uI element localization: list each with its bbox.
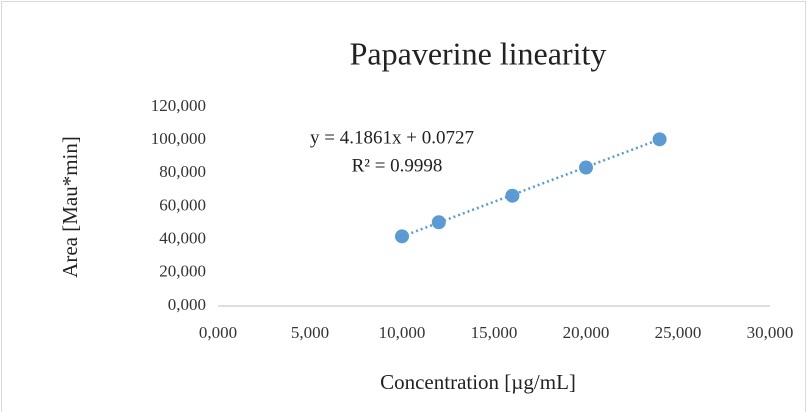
point: [652, 132, 667, 147]
point: [505, 188, 520, 203]
x-tick-label: 5,000: [291, 323, 329, 342]
y-tick-label: 20,000: [159, 262, 206, 281]
x-tick-label: 25,000: [655, 323, 702, 342]
y-tick-label: 0,000: [168, 295, 206, 314]
chart-title: Papaverine linearity: [350, 35, 607, 71]
x-tick-label: 20,000: [563, 323, 610, 342]
x-axis-title: Concentration [µg/mL]: [380, 370, 576, 394]
point: [395, 229, 409, 244]
r-squared: R² = 0.9998: [352, 155, 443, 176]
y-tick-label: 120,000: [151, 96, 206, 115]
x-tick-label: 0,000: [199, 323, 237, 342]
x-tick-label: 30,000: [747, 323, 794, 342]
point: [579, 160, 593, 175]
y-axis-title: Area [Mau*min]: [58, 136, 82, 278]
point: [431, 215, 446, 230]
x-tick-label: 10,000: [379, 323, 426, 342]
y-tick-label: 60,000: [159, 195, 206, 214]
y-tick-label: 80,000: [159, 162, 206, 181]
equation: y = 4.1861x + 0.0727: [310, 127, 474, 148]
y-tick-label: 100,000: [151, 129, 206, 148]
x-tick-label: 15,000: [471, 323, 518, 342]
y-tick-label: 40,000: [159, 229, 206, 248]
